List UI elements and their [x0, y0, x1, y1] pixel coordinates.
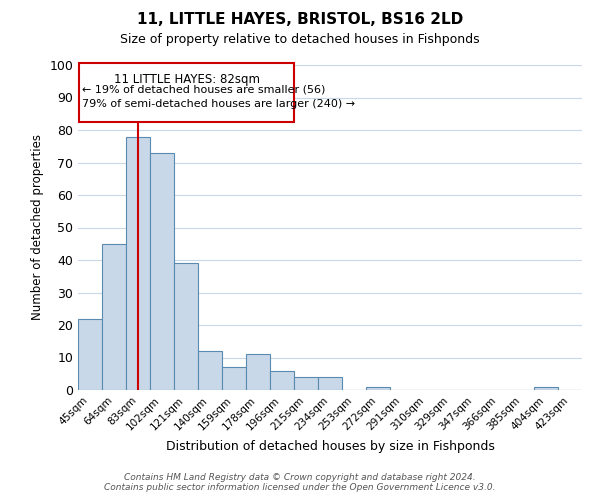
Bar: [366, 387, 390, 390]
FancyBboxPatch shape: [79, 64, 294, 122]
Bar: [102, 244, 126, 390]
Bar: [222, 367, 246, 390]
Text: Contains HM Land Registry data © Crown copyright and database right 2024.
Contai: Contains HM Land Registry data © Crown c…: [104, 473, 496, 492]
Bar: [294, 377, 318, 390]
Bar: [198, 351, 222, 390]
Bar: [174, 263, 198, 390]
Text: 79% of semi-detached houses are larger (240) →: 79% of semi-detached houses are larger (…: [82, 99, 355, 109]
X-axis label: Distribution of detached houses by size in Fishponds: Distribution of detached houses by size …: [166, 440, 494, 453]
Bar: [126, 136, 150, 390]
Text: 11 LITTLE HAYES: 82sqm: 11 LITTLE HAYES: 82sqm: [113, 73, 260, 86]
Text: Size of property relative to detached houses in Fishponds: Size of property relative to detached ho…: [120, 32, 480, 46]
Bar: [246, 354, 270, 390]
Y-axis label: Number of detached properties: Number of detached properties: [31, 134, 44, 320]
Text: 11, LITTLE HAYES, BRISTOL, BS16 2LD: 11, LITTLE HAYES, BRISTOL, BS16 2LD: [137, 12, 463, 28]
Bar: [78, 318, 102, 390]
Bar: [150, 153, 174, 390]
Text: ← 19% of detached houses are smaller (56): ← 19% of detached houses are smaller (56…: [82, 84, 325, 94]
Bar: [270, 370, 294, 390]
Bar: [318, 377, 342, 390]
Bar: [534, 387, 558, 390]
